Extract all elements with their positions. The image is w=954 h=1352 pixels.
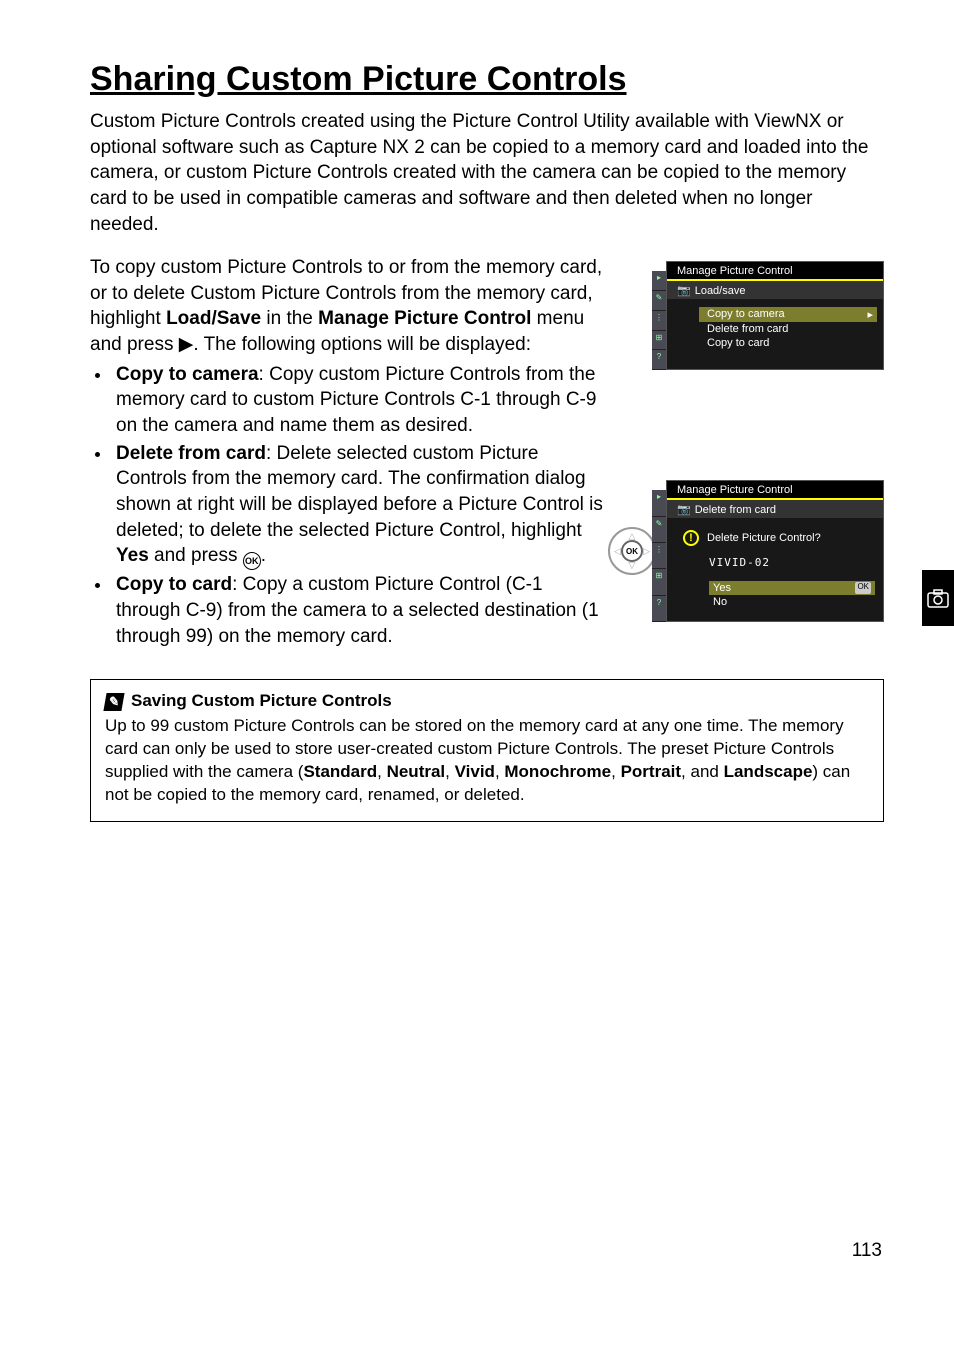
lead-paragraph: To copy custom Picture Controls to or fr… (90, 255, 604, 358)
screenshot-header: Manage Picture Control (667, 481, 883, 500)
note-body: Up to 99 custom Picture Controls can be … (105, 715, 869, 807)
intro-paragraph: Custom Picture Controls created using th… (90, 109, 884, 237)
yes-no-list: YesOK No (709, 581, 875, 609)
options-list: Copy to camera: Copy custom Picture Cont… (112, 362, 604, 649)
screenshot-breadcrumb: 📷Delete from card (667, 500, 883, 518)
loadsave-options: Copy to camera▸ Delete from card Copy to… (699, 307, 877, 350)
screenshot-breadcrumb: 📷Load/save (667, 281, 883, 299)
menu-item-copy-to-card[interactable]: Copy to card (699, 336, 877, 350)
main-text-column: To copy custom Picture Controls to or fr… (90, 255, 604, 651)
arrow-right-icon: ▶ (179, 334, 194, 355)
pencil-icon: ✎ (103, 693, 124, 711)
edge-tab-camera-icon (922, 570, 954, 626)
confirm-no[interactable]: No (709, 595, 875, 609)
right-column: ▸✎⋮⊞? Manage Picture Control 📷Load/save … (624, 255, 884, 651)
camera-menu-sidebar: ▸✎⋮⊞? (652, 490, 666, 622)
confirm-yes[interactable]: YesOK (709, 581, 875, 595)
camera-screenshot-delete-confirm: △ ▽ ◁ ▷ OK ▸✎⋮⊞? Manage Picture Control … (666, 480, 884, 622)
camera-menu-sidebar: ▸✎⋮⊞? (652, 271, 666, 370)
screenshot-header: Manage Picture Control (667, 262, 883, 281)
confirm-item-name: VIVID-02 (709, 556, 875, 569)
ok-badge-icon: OK (855, 582, 871, 594)
note-box: ✎ Saving Custom Picture Controls Up to 9… (90, 679, 884, 822)
page-title: Sharing Custom Picture Controls (90, 60, 884, 99)
ok-dial-icon: △ ▽ ◁ ▷ OK (608, 527, 656, 575)
menu-item-delete-from-card[interactable]: Delete from card (699, 322, 877, 336)
chevron-right-icon: ▸ (867, 308, 873, 321)
warning-icon: ! (683, 530, 699, 546)
ok-circle-icon: OK (243, 552, 261, 570)
confirm-question-row: ! Delete Picture Control? (683, 530, 875, 546)
page-number: 113 (852, 1240, 882, 1262)
note-title: Saving Custom Picture Controls (131, 690, 392, 713)
camera-screenshot-loadsave: ▸✎⋮⊞? Manage Picture Control 📷Load/save … (666, 261, 884, 370)
option-delete-from-card: Delete from card: Delete selected custom… (112, 441, 604, 571)
option-copy-to-card: Copy to card: Copy a custom Picture Cont… (112, 572, 604, 649)
menu-item-copy-to-camera[interactable]: Copy to camera▸ (699, 307, 877, 322)
option-copy-to-camera: Copy to camera: Copy custom Picture Cont… (112, 362, 604, 439)
